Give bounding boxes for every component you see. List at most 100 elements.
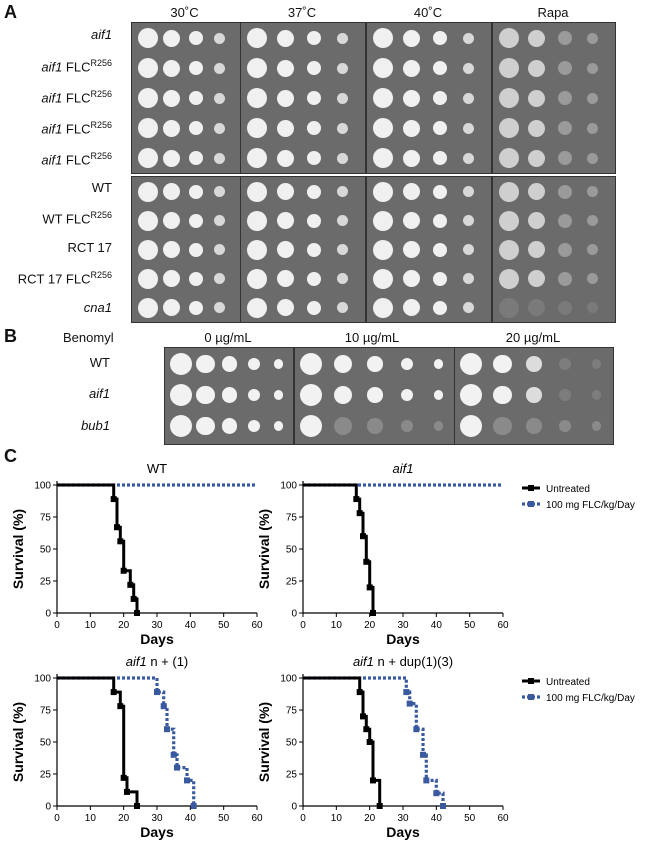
series-marker-0 [356, 510, 363, 517]
colony-spot [402, 149, 420, 167]
y-tick-label: 50 [40, 545, 52, 556]
colony-spot [214, 215, 226, 226]
a-top-strain-2: aif1 FLCR256 [41, 89, 112, 106]
colony-spot [499, 28, 519, 48]
colony-spot [373, 58, 393, 78]
series-marker-0 [117, 703, 124, 710]
colony-spot [336, 302, 348, 313]
colony-spot [499, 148, 519, 168]
colony-spot [373, 118, 393, 138]
x-tick-label: 10 [85, 813, 97, 824]
x-axis-label: Days [140, 631, 174, 647]
series-line-0 [303, 483, 375, 613]
colony-spot [528, 29, 546, 47]
x-tick-label: 0 [54, 813, 60, 824]
x-tick-label: 40 [185, 620, 197, 631]
colony-spot [276, 183, 294, 200]
colony-spot [434, 421, 444, 431]
series-marker-0 [130, 595, 137, 602]
colony-spot [214, 244, 226, 255]
colony-spot [402, 299, 420, 316]
colony-spot [276, 59, 294, 77]
y-tick-label: 75 [40, 513, 52, 524]
colony-spot [336, 92, 348, 104]
chart-title: aif1 [393, 461, 414, 476]
a-bot-strain-0: WT [91, 180, 112, 195]
colony-spot [214, 302, 226, 313]
x-tick-label: 40 [431, 620, 443, 631]
colony-spot [163, 59, 181, 77]
series-marker-0 [370, 777, 376, 784]
colony-spot [336, 32, 348, 44]
series-marker-0 [360, 533, 366, 540]
colony-spot [188, 121, 203, 135]
colony-spot [306, 242, 321, 257]
colony-spot [432, 271, 447, 286]
colony-spot [214, 186, 226, 197]
x-tick-label: 50 [218, 813, 230, 824]
series-marker-0 [124, 788, 130, 795]
colony-spot [586, 122, 598, 134]
top-legend-flc-marker [528, 501, 534, 507]
plate-b-2 [454, 347, 614, 445]
colony-spot [432, 213, 447, 228]
colony-spot [460, 415, 482, 437]
colony-spot [163, 29, 181, 47]
colony-spot [434, 390, 444, 400]
a-bot-strain-2: RCT 17 [67, 240, 112, 255]
colony-spot [586, 215, 598, 226]
colony-spot [462, 32, 474, 44]
colony-spot [306, 61, 321, 75]
x-tick-label: 10 [331, 813, 343, 824]
colony-spot [188, 151, 203, 165]
colony-spot [557, 91, 572, 105]
colony-spot [336, 152, 348, 164]
y-tick-label: 100 [280, 481, 297, 492]
colony-spot [373, 297, 393, 318]
x-tick-label: 20 [118, 620, 130, 631]
b-strain-bub1: bub1 [81, 418, 110, 433]
colony-spot [276, 212, 294, 229]
colony-spot [188, 271, 203, 286]
colony-spot [170, 353, 192, 375]
colony-spot [592, 359, 602, 369]
colony-spot [188, 213, 203, 228]
a-top-strain-3: aif1 FLCR256 [41, 120, 112, 137]
colony-spot [528, 149, 546, 167]
x-axis-label: Days [140, 824, 174, 840]
colony-spot [432, 300, 447, 315]
colony-spot [526, 418, 542, 434]
plate-a-0-3 [492, 22, 616, 174]
colony-spot [493, 385, 512, 405]
colony-spot [402, 89, 420, 107]
condition-40c: 40˚C [413, 5, 443, 20]
colony-spot [163, 183, 181, 200]
bottom-legend-flc-marker [528, 694, 534, 700]
series-marker-1 [164, 726, 170, 733]
colony-spot [188, 300, 203, 315]
series-marker-1 [184, 777, 190, 784]
a-top-strain-1: aif1 FLCR256 [41, 58, 112, 75]
colony-spot [170, 415, 192, 437]
colony-spot [499, 88, 519, 108]
colony-spot [163, 212, 181, 229]
series-marker-1 [440, 803, 446, 809]
colony-spot [276, 89, 294, 107]
colony-spot [499, 118, 519, 138]
colony-spot [559, 419, 572, 433]
colony-spot [586, 244, 598, 255]
chart-title: aif1 n + dup(1)(3) [353, 654, 453, 669]
colony-spot [163, 119, 181, 137]
series-marker-0 [363, 558, 370, 565]
series-marker-1 [174, 764, 180, 771]
colony-spot [138, 28, 158, 48]
colony-spot [138, 210, 158, 231]
colony-spot [432, 31, 447, 45]
colony-spot [195, 416, 215, 436]
x-tick-label: 40 [185, 813, 197, 824]
colony-spot [432, 151, 447, 165]
colony-spot [221, 356, 238, 372]
colony-spot [163, 270, 181, 287]
condition-37c: 37˚C [287, 5, 317, 20]
